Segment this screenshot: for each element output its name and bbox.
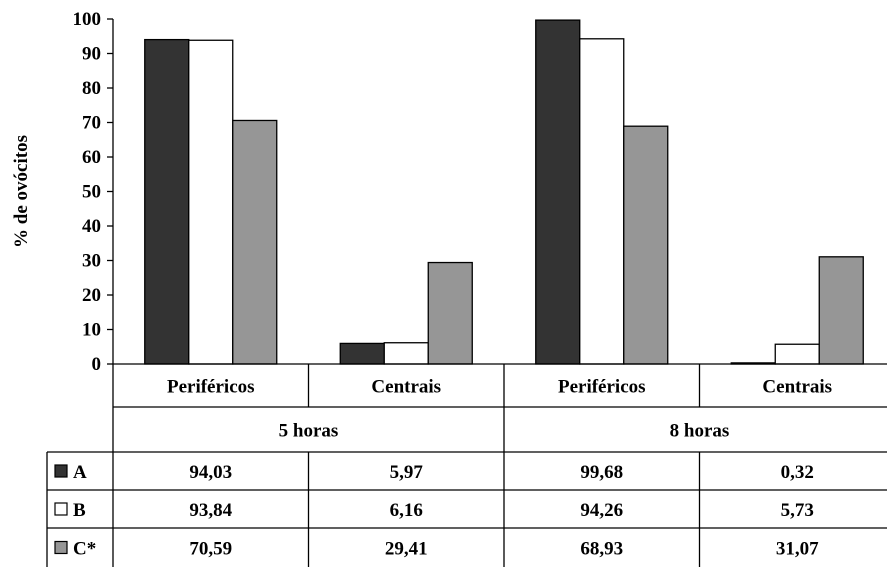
data-label: 31,07: [776, 539, 819, 560]
bar-A-2: [535, 19, 581, 365]
data-label: 93,84: [189, 500, 232, 521]
y-tick-label: 50: [82, 182, 101, 203]
y-tick-label: 90: [82, 44, 101, 65]
bar-B-0: [188, 39, 234, 365]
data-label: 70,59: [189, 539, 232, 560]
data-label: 5,97: [390, 462, 424, 483]
y-tick-label: 30: [82, 251, 101, 272]
bar-B-1: [383, 342, 429, 365]
bar-A-1: [339, 342, 385, 365]
legend-label: A: [73, 462, 87, 483]
y-tick-label: 0: [92, 354, 102, 375]
y-tick-label: 60: [82, 147, 101, 168]
x-category-label: Periféricos: [167, 377, 255, 398]
y-tick-label: 100: [73, 9, 102, 30]
x-group-label: 8 horas: [670, 421, 730, 442]
legend-label: B: [73, 500, 86, 521]
data-label: 94,03: [189, 462, 232, 483]
data-label: 29,41: [385, 539, 428, 560]
legend-swatch-A: [54, 464, 68, 478]
data-label: 99,68: [580, 462, 623, 483]
y-tick-label: 10: [82, 320, 101, 341]
data-label: 5,73: [781, 500, 814, 521]
bar-Cstar-1: [427, 261, 473, 365]
x-group-label: 5 horas: [279, 421, 339, 442]
data-label: 6,16: [390, 500, 423, 521]
bar-B-3: [774, 343, 820, 365]
data-label: 68,93: [580, 539, 623, 560]
x-category-label: Centrais: [371, 377, 441, 398]
y-tick-label: 80: [82, 78, 101, 99]
y-tick-label: 40: [82, 216, 101, 237]
bar-Cstar-0: [232, 119, 278, 365]
bar-B-2: [579, 38, 625, 365]
x-category-label: Centrais: [762, 377, 832, 398]
x-category-label: Periféricos: [558, 377, 646, 398]
bar-A-0: [144, 38, 190, 365]
bar-Cstar-2: [623, 125, 669, 365]
bar-Cstar-3: [818, 256, 864, 365]
y-axis-label: % de ovócitos: [11, 135, 32, 248]
y-tick-label: 20: [82, 285, 101, 306]
legend-label: C*: [73, 539, 96, 560]
legend-swatch-B: [54, 502, 68, 516]
data-label: 0,32: [781, 462, 814, 483]
y-tick-label: 70: [82, 113, 101, 134]
legend-swatch-Cstar: [54, 540, 68, 555]
data-label: 94,26: [580, 500, 623, 521]
